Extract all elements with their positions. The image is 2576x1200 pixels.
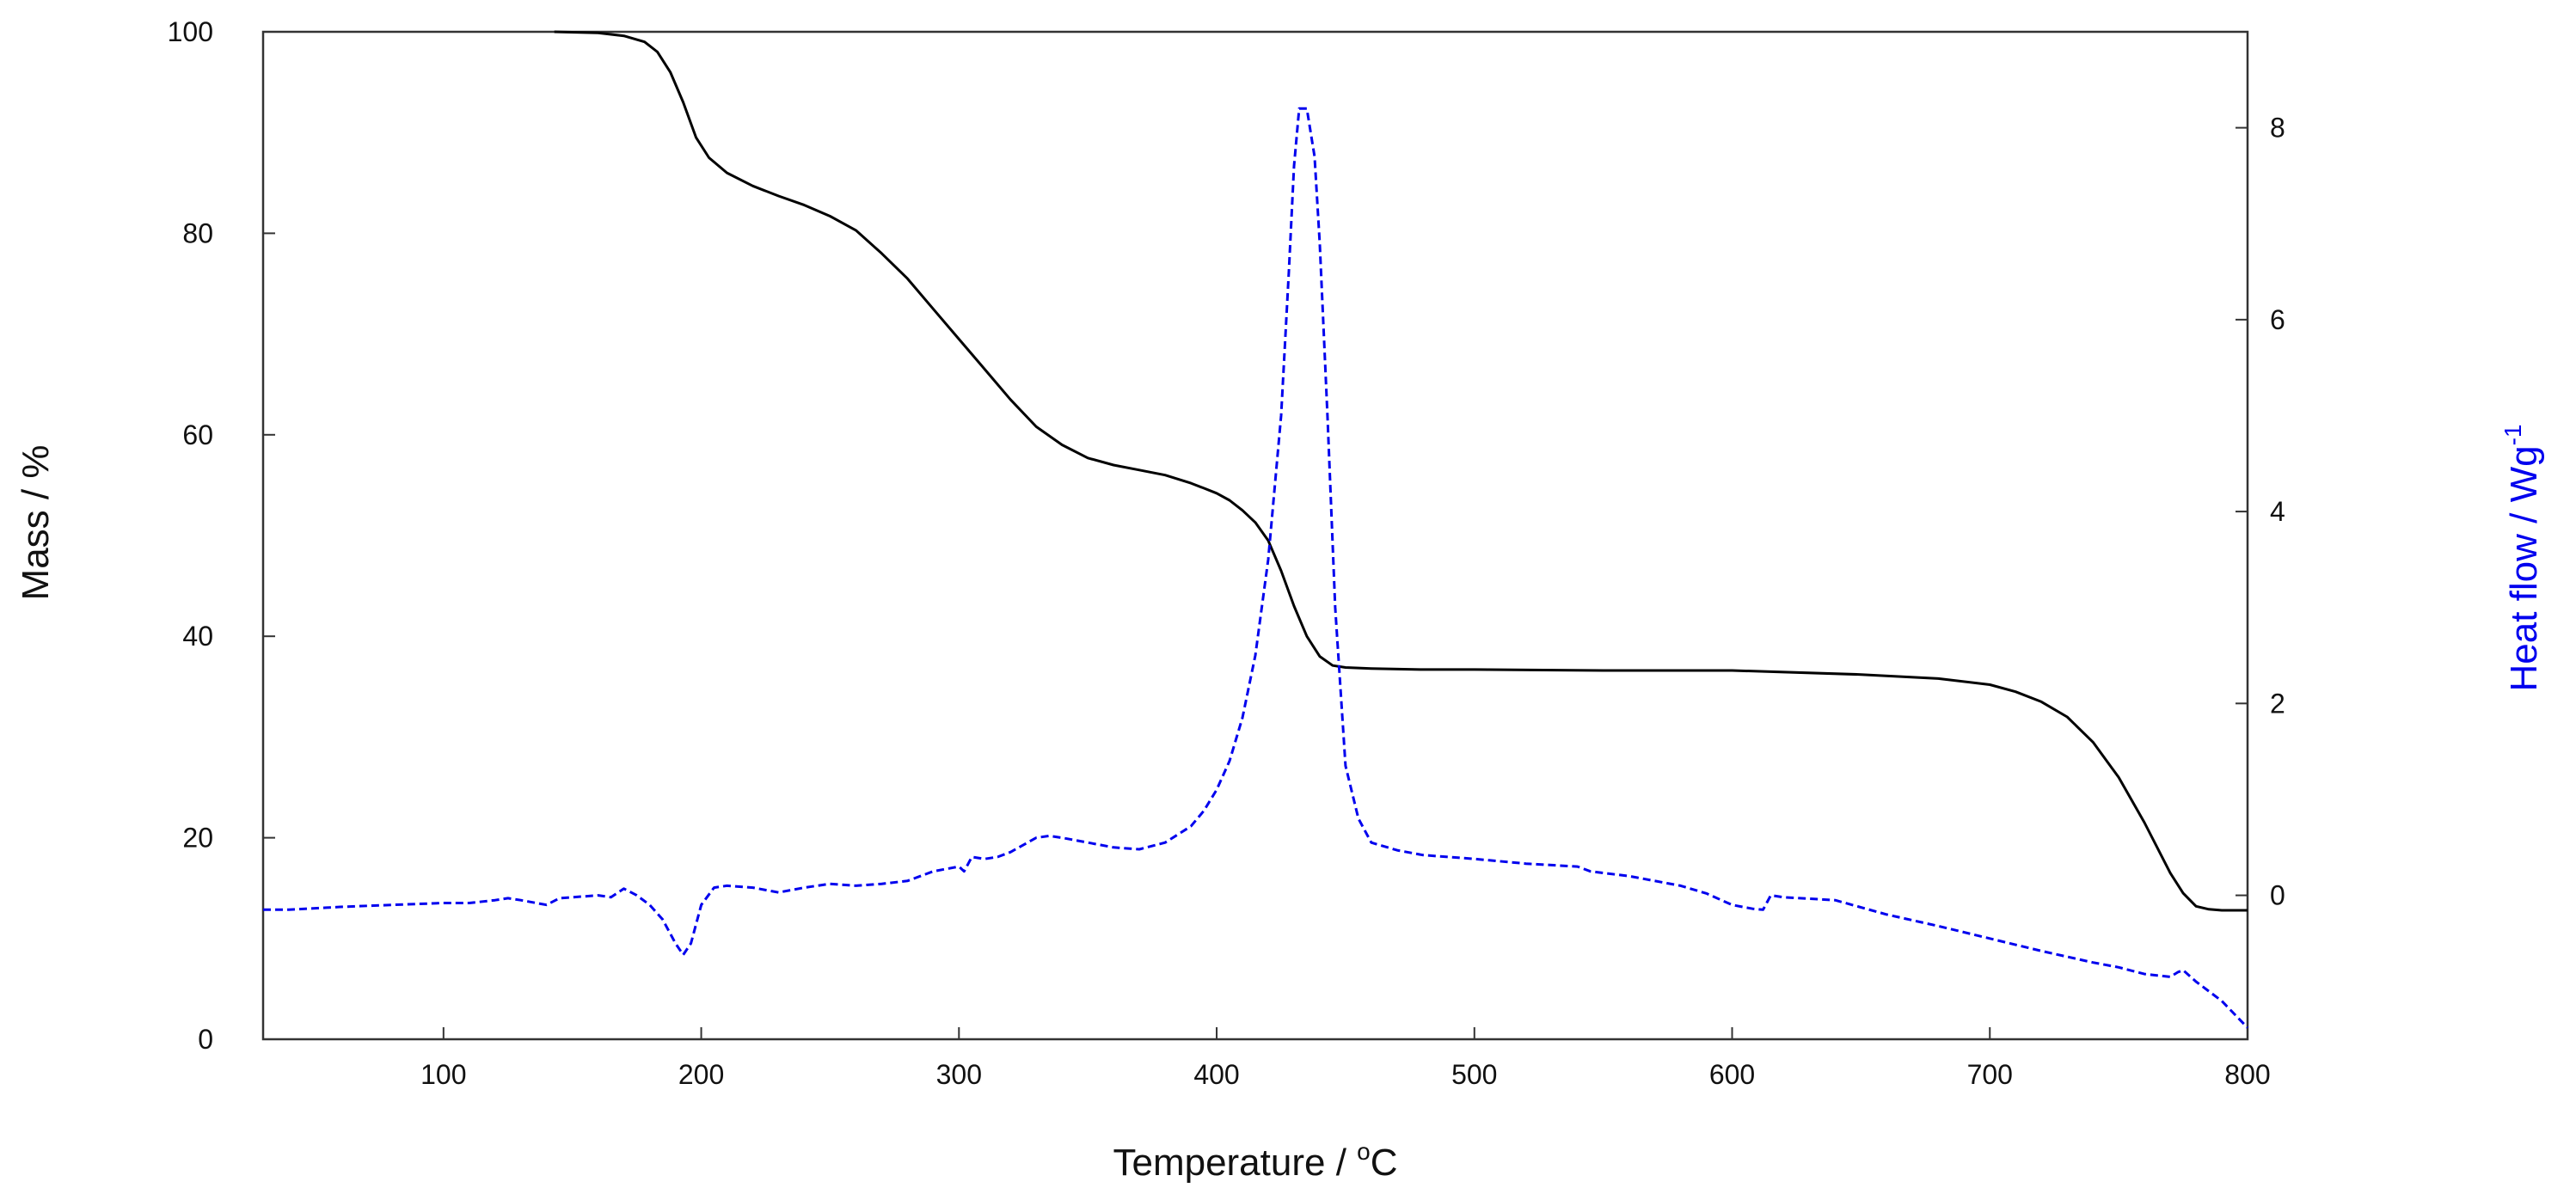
right-y-tick-label: 2 xyxy=(2270,688,2285,719)
left-y-axis-ticks: 0 20 40 60 80 100 xyxy=(168,16,275,1055)
x-tick-label: 300 xyxy=(936,1059,982,1090)
x-tick-label: 400 xyxy=(1193,1059,1239,1090)
x-axis-unit: C xyxy=(1371,1142,1398,1184)
x-tick-label: 600 xyxy=(1709,1059,1755,1090)
x-axis-unit-superscript: o xyxy=(1357,1138,1371,1165)
left-y-axis-title: Mass / % xyxy=(15,445,57,601)
left-y-tick-label: 20 xyxy=(182,823,213,854)
x-tick-label: 500 xyxy=(1451,1059,1497,1090)
right-y-axis-unit-superscript: -1 xyxy=(2499,425,2526,446)
right-y-tick-label: 8 xyxy=(2270,113,2285,144)
x-tick-label: 800 xyxy=(2224,1059,2270,1090)
left-y-tick-label: 100 xyxy=(168,16,213,47)
left-y-tick-label: 60 xyxy=(182,419,213,450)
right-y-axis-title: Heat flow / Wg-1 xyxy=(2499,425,2545,692)
x-tick-label: 700 xyxy=(1967,1059,2013,1090)
heat-flow-line xyxy=(263,107,2249,1029)
x-axis-ticks: 100 200 300 400 500 600 700 800 xyxy=(420,1027,2271,1090)
x-tick-label: 100 xyxy=(420,1059,466,1090)
right-y-axis-title-text: Heat flow / Wg xyxy=(2503,445,2545,691)
x-axis-title: Temperature / oC xyxy=(1113,1138,1397,1184)
left-y-tick-label: 40 xyxy=(182,621,213,652)
left-y-tick-label: 80 xyxy=(182,217,213,248)
x-axis-title-text: Temperature / xyxy=(1113,1142,1357,1184)
left-y-tick-label: 0 xyxy=(198,1024,213,1055)
right-y-tick-label: 0 xyxy=(2270,880,2285,911)
right-y-axis-ticks: 0 2 4 6 8 xyxy=(2236,113,2285,911)
right-y-tick-label: 4 xyxy=(2270,496,2285,527)
x-tick-label: 200 xyxy=(678,1059,724,1090)
right-y-tick-label: 6 xyxy=(2270,304,2285,335)
series-layer xyxy=(263,30,2249,1029)
mass-line xyxy=(554,30,2248,912)
plot-frame xyxy=(261,30,2249,1041)
